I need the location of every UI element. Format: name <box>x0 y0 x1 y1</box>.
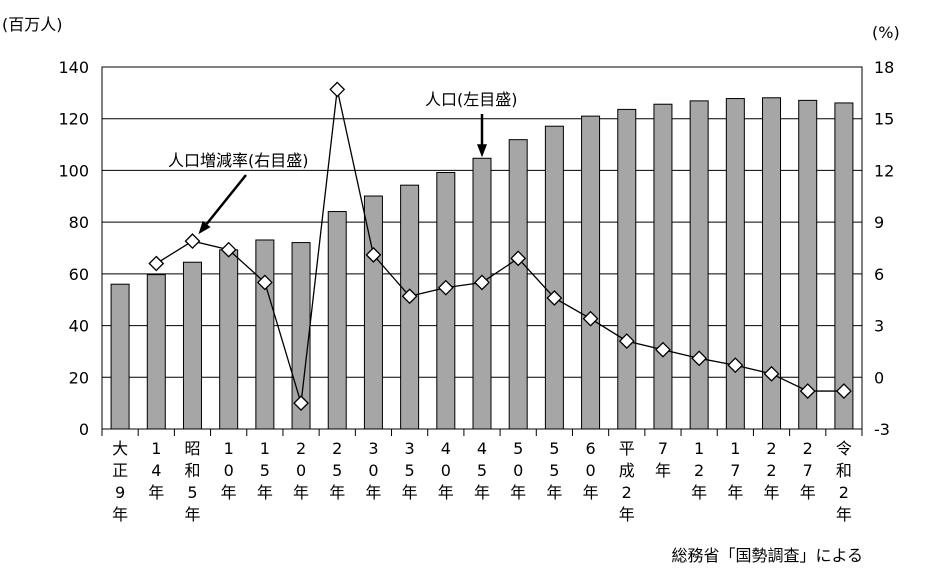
annotation-arrow-head <box>198 220 211 235</box>
right-tick-label: 18 <box>874 58 894 77</box>
growth-rate-marker <box>727 357 744 374</box>
right-tick-label: 15 <box>874 110 894 129</box>
right-tick-label: -3 <box>874 420 890 439</box>
right-axis-ticks: -3 0 3 6 9 12 15 18 <box>874 58 894 439</box>
x-axis-label: 平成 2 年 <box>619 439 635 524</box>
left-tick-label: 120 <box>58 110 89 129</box>
population-bars <box>110 97 854 430</box>
growth-rate-marker <box>799 383 816 399</box>
population-bar <box>834 102 854 430</box>
population-bar <box>689 100 709 430</box>
right-tick-label: 3 <box>874 317 884 336</box>
population-bar <box>219 249 239 430</box>
left-tick-label: 0 <box>79 420 89 439</box>
left-tick-label: 80 <box>69 213 89 232</box>
population-bar <box>798 99 818 430</box>
growth-rate-marker <box>510 250 527 267</box>
growth-rate-line <box>148 81 852 412</box>
population-annotation: 人口(左目盛) <box>425 90 518 109</box>
growth-rate-marker <box>655 341 671 358</box>
growth-rate-marker <box>220 241 237 258</box>
growth-rate-marker <box>365 246 382 263</box>
population-bar <box>472 157 492 430</box>
left-tick-label: 40 <box>69 317 89 336</box>
population-bar <box>146 274 166 430</box>
growth-rate-marker <box>474 274 490 291</box>
growth-rate-marker <box>582 310 599 327</box>
population-bar <box>544 125 564 430</box>
growth-rate-marker <box>401 288 418 305</box>
annotation-arrow-head <box>477 144 487 158</box>
x-axis-label: 昭和 5 年 <box>184 439 200 524</box>
annotation-arrow-line <box>205 174 247 225</box>
population-bar <box>363 195 383 430</box>
left-tick-label: 100 <box>58 161 89 180</box>
right-tick-label: 6 <box>874 265 884 284</box>
growth-rate-marker <box>293 395 309 412</box>
left-axis-ticks: 0 20 40 60 80 100 120 140 <box>58 58 89 439</box>
population-bar <box>617 108 637 430</box>
right-tick-label: 0 <box>874 368 884 387</box>
left-axis-unit-label: (百万人) <box>2 15 63 34</box>
right-tick-label: 12 <box>874 161 894 180</box>
x-axis-label: 令和 2 年 <box>836 439 852 524</box>
growth-rate-marker <box>618 333 635 350</box>
population-bar <box>653 103 673 430</box>
growth-rate-marker <box>546 290 563 306</box>
growth-rate-marker <box>329 81 346 98</box>
growth-rate-marker <box>691 350 708 367</box>
x-axis-label: 大正 9 年 <box>112 439 128 524</box>
population-bar <box>436 171 456 430</box>
growth-rate-annotation: 人口増減率(右目盛) <box>168 151 309 170</box>
population-bar <box>327 211 347 430</box>
plot-frame <box>101 66 863 436</box>
x-axis-labels: 大正 9 年 1 4 年 昭和 5 年 1 0 年 1 5 年 2 0 年 2 5 年 3 0 年 3 5 年 4 0 年 4 5 年 5 0 年 5 5… <box>112 439 852 524</box>
annotations: 人口(左目盛) 人口増減率(右目盛) <box>168 90 518 235</box>
population-bar <box>581 115 601 430</box>
growth-rate-marker <box>763 365 780 382</box>
right-axis-unit-label: (%) <box>872 23 900 42</box>
population-bar <box>182 261 202 430</box>
population-bar <box>725 98 745 430</box>
growth-rate-marker <box>835 383 852 399</box>
population-bar <box>110 283 130 430</box>
right-tick-label: 9 <box>874 213 884 232</box>
left-tick-label: 140 <box>58 58 89 77</box>
population-bar <box>400 184 420 430</box>
growth-rate-marker <box>184 233 201 250</box>
population-bar <box>508 139 528 430</box>
source-note: 総務省「国勢調査」による <box>671 546 863 565</box>
left-tick-label: 20 <box>69 368 89 387</box>
population-bar <box>255 239 275 430</box>
growth-rate-marker <box>437 279 454 296</box>
growth-rate-marker <box>148 255 165 272</box>
left-tick-label: 60 <box>69 265 89 284</box>
plot-border <box>101 66 863 430</box>
growth-rate-marker <box>256 274 273 291</box>
